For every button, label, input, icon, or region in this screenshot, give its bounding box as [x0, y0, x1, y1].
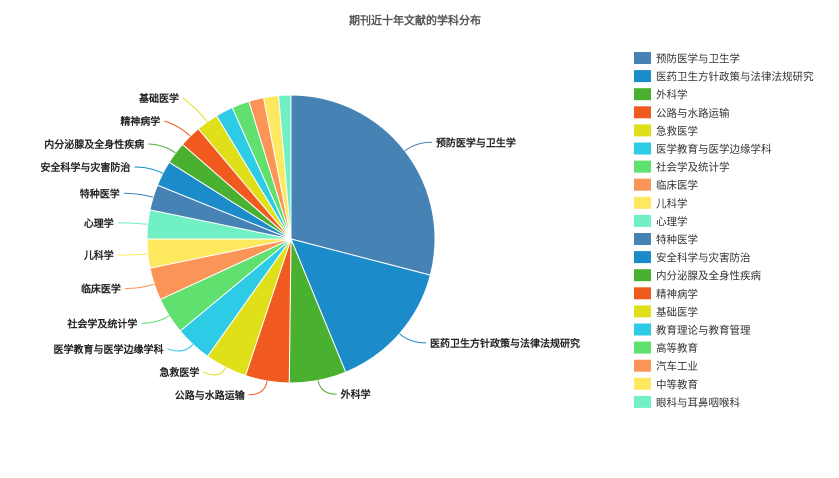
legend-item-14[interactable]: 精神病学 [634, 287, 698, 300]
legend-swatch [634, 88, 651, 101]
legend-label: 内分泌腺及全身性疾病 [656, 269, 761, 282]
chart-title: 期刊近十年文献的学科分布 [349, 13, 481, 27]
legend-swatch [634, 305, 651, 318]
label-line-slice-3 [317, 380, 337, 395]
label-line-slice-8 [124, 283, 155, 289]
pie-label-slice-10: 心理学 [84, 217, 114, 230]
pie-label-slice-4: 公路与水路运输 [175, 389, 246, 402]
legend-swatch [634, 106, 651, 119]
legend-item-17[interactable]: 高等教育 [634, 341, 698, 355]
pie-label-slice-5: 急救医学 [159, 366, 199, 379]
label-line-slice-2 [399, 333, 427, 344]
legend-swatch [634, 160, 651, 173]
pie-label-slice-2: 医药卫生方针政策与法律法规研究 [430, 337, 580, 350]
label-line-slice-5 [203, 367, 227, 376]
legend-item-1[interactable]: 预防医学与卫生学 [634, 52, 740, 65]
legend-label: 特种医学 [656, 233, 698, 246]
label-line-slice-13 [148, 143, 176, 154]
legend-label: 公路与水路运输 [656, 106, 730, 119]
legend-label: 儿科学 [656, 197, 688, 210]
pie-label-slice-9: 儿科学 [83, 249, 114, 262]
pie-slice-1[interactable] [290, 94, 436, 276]
legend-swatch [634, 124, 651, 137]
legend-swatch [634, 377, 651, 390]
legend-item-10[interactable]: 心理学 [634, 214, 688, 228]
legend-swatch [634, 287, 651, 300]
legend-swatch [634, 323, 651, 336]
label-line-slice-4 [248, 380, 268, 396]
pie-label-slice-14: 精神病学 [120, 115, 160, 128]
legend-item-5[interactable]: 急救医学 [634, 124, 698, 137]
legend-swatch [634, 214, 651, 227]
legend-label: 医药卫生方针政策与法律法规研究 [656, 70, 814, 83]
legend-item-4[interactable]: 公路与水路运输 [634, 106, 730, 119]
label-line-slice-14 [164, 120, 191, 137]
legend-item-20[interactable]: 眼科与耳鼻咽喉科 [634, 395, 740, 409]
label-line-slice-9 [117, 253, 148, 256]
legend-label: 心理学 [656, 215, 688, 228]
pie-label-slice-1: 预防医学与卫生学 [436, 136, 516, 149]
legend-label: 临床医学 [656, 179, 698, 192]
legend-item-16[interactable]: 教育理论与教育管理 [634, 323, 751, 337]
legend-label: 精神病学 [656, 287, 698, 300]
pie-label-slice-7: 社会学及统计学 [66, 317, 137, 330]
pie-label-slice-15: 基础医学 [138, 92, 179, 105]
legend-item-3[interactable]: 外科学 [634, 88, 688, 101]
legend-item-12[interactable]: 安全科学与灾害防治 [634, 251, 751, 264]
legend-item-8[interactable]: 临床医学 [634, 178, 698, 192]
legend-label: 安全科学与灾害防治 [656, 251, 751, 264]
pie-label-slice-6: 医学教育与医学边缘学科 [53, 343, 163, 356]
legend-swatch [634, 142, 651, 155]
legend-label: 社会学及统计学 [656, 161, 730, 174]
pie-label-slice-13: 内分泌腺及全身性疾病 [44, 138, 144, 151]
pie-label-slice-12: 安全科学与灾害防治 [40, 161, 130, 174]
legend-label: 中等教育 [656, 378, 698, 391]
legend-swatch [634, 359, 651, 372]
label-line-slice-12 [134, 166, 164, 174]
legend-label: 眼科与耳鼻咽喉科 [656, 396, 740, 409]
legend-item-15[interactable]: 基础医学 [634, 305, 698, 318]
legend-item-13[interactable]: 内分泌腺及全身性疾病 [634, 269, 761, 282]
legend-item-7[interactable]: 社会学及统计学 [634, 160, 730, 174]
legend-swatch [634, 269, 651, 282]
pie-label-slice-8: 临床医学 [81, 282, 121, 295]
legend-item-18[interactable]: 汽车工业 [634, 359, 698, 373]
legend-label: 教育理论与教育管理 [656, 324, 751, 337]
legend-swatch [634, 70, 651, 83]
legend-swatch [634, 178, 651, 191]
pie-slice-20[interactable] [278, 94, 292, 240]
legend-label: 基础医学 [656, 305, 698, 318]
label-line-slice-1 [404, 141, 433, 152]
pie-slice-2[interactable] [290, 238, 432, 373]
legend-label: 汽车工业 [656, 360, 698, 373]
label-line-slice-15 [182, 97, 208, 123]
legend-swatch [634, 395, 651, 408]
label-line-slice-10 [117, 222, 148, 225]
legend: 预防医学与卫生学医药卫生方针政策与法律法规研究外科学公路与水路运输急救医学医学教… [634, 52, 814, 409]
pie-label-slice-3: 外科学 [340, 388, 371, 401]
legend-label: 医学教育与医学边缘学科 [656, 143, 772, 156]
legend-label: 外科学 [656, 88, 688, 101]
legend-swatch [634, 233, 651, 245]
legend-label: 高等教育 [656, 342, 698, 355]
label-line-slice-11 [123, 192, 154, 198]
label-line-slice-7 [141, 315, 170, 324]
legend-label: 预防医学与卫生学 [656, 52, 740, 65]
pie-slices [146, 94, 436, 384]
legend-item-9[interactable]: 儿科学 [634, 196, 688, 210]
legend-swatch [634, 251, 651, 264]
legend-swatch [634, 196, 651, 209]
legend-item-2[interactable]: 医药卫生方针政策与法律法规研究 [634, 70, 814, 83]
legend-item-11[interactable]: 特种医学 [634, 233, 698, 246]
legend-item-6[interactable]: 医学教育与医学边缘学科 [634, 142, 772, 156]
legend-label: 急救医学 [656, 124, 698, 137]
legend-swatch [634, 341, 651, 354]
legend-item-19[interactable]: 中等教育 [634, 377, 698, 391]
label-line-slice-6 [167, 344, 194, 352]
pie-label-slice-11: 特种医学 [80, 187, 120, 200]
legend-swatch [634, 52, 651, 64]
